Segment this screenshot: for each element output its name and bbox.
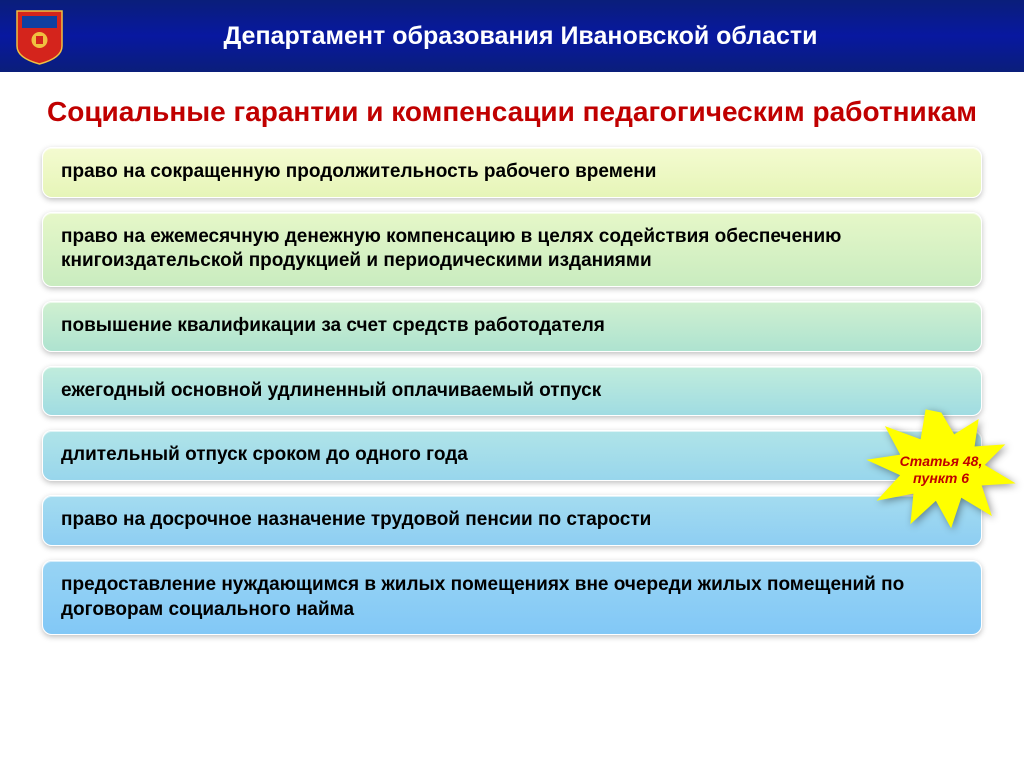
- header-title: Департамент образования Ивановской облас…: [97, 22, 1024, 51]
- guarantee-block: право на ежемесячную денежную компенсаци…: [42, 212, 982, 287]
- guarantee-block: ежегодный основной удлиненный оплачиваем…: [42, 366, 982, 417]
- star-line2: пункт 6: [913, 470, 969, 486]
- guarantee-block: право на сокращенную продолжительность р…: [42, 147, 982, 198]
- header-bar: Департамент образования Ивановской облас…: [0, 0, 1024, 72]
- guarantee-block: длительный отпуск сроком до одного года: [42, 430, 982, 481]
- content-area: право на сокращенную продолжительность р…: [0, 147, 1024, 635]
- guarantee-block: повышение квалификации за счет средств р…: [42, 301, 982, 352]
- star-text: Статья 48, пункт 6: [896, 453, 986, 487]
- star-line1: Статья 48,: [900, 453, 983, 469]
- region-crest-icon: [12, 6, 67, 66]
- star-callout: Статья 48, пункт 6: [856, 405, 1024, 535]
- guarantee-block: предоставление нуждающимся в жилых помещ…: [42, 560, 982, 635]
- main-title: Социальные гарантии и компенсации педаго…: [40, 94, 984, 129]
- guarantee-block: право на досрочное назначение трудовой п…: [42, 495, 982, 546]
